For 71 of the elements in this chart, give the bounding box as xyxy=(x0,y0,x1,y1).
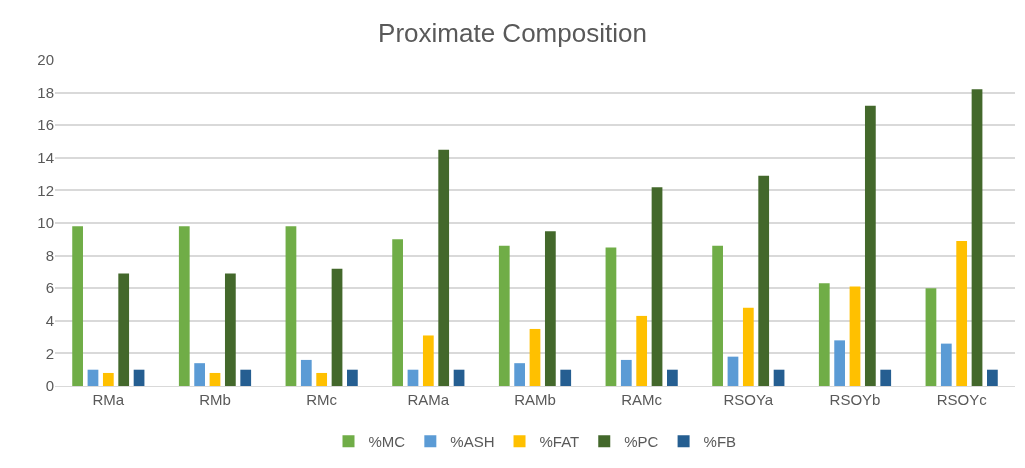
x-tick-label: RAMc xyxy=(621,391,663,408)
bar xyxy=(347,369,358,386)
bar xyxy=(285,226,297,386)
y-tick-label: 14 xyxy=(37,149,54,167)
bar xyxy=(407,369,419,386)
y-tick-label: 16 xyxy=(37,116,54,134)
bar xyxy=(925,288,937,386)
bar xyxy=(940,343,952,386)
bar xyxy=(727,356,739,386)
x-tick-label: RSOYc xyxy=(936,391,988,408)
bar xyxy=(712,245,723,386)
bar xyxy=(422,335,434,386)
bar xyxy=(514,363,526,386)
bar xyxy=(209,372,221,386)
bar xyxy=(194,363,206,386)
bar xyxy=(224,273,236,386)
bar xyxy=(834,340,846,386)
bar xyxy=(864,105,876,386)
x-tick-label: RMb xyxy=(199,391,231,408)
bar xyxy=(987,369,998,386)
x-tick-label: RMc xyxy=(306,391,338,408)
bar xyxy=(529,328,541,386)
legend-label: %PC xyxy=(624,433,659,451)
legend-label: %FB xyxy=(703,433,737,451)
bar xyxy=(758,175,770,386)
bar xyxy=(544,231,556,386)
legend-label: %ASH xyxy=(450,433,495,451)
bar xyxy=(773,369,785,386)
bar xyxy=(620,359,632,386)
bar xyxy=(849,286,861,386)
bar xyxy=(742,307,754,386)
bar xyxy=(453,369,465,386)
bar xyxy=(72,226,83,386)
bar xyxy=(392,239,403,386)
bar xyxy=(178,226,190,386)
bar xyxy=(240,369,252,386)
x-tick-label: RSOYb xyxy=(829,391,881,408)
bar xyxy=(560,369,572,386)
y-tick-label: 0 xyxy=(45,377,54,395)
y-tick-label: 4 xyxy=(45,312,54,330)
y-tick-label: 10 xyxy=(37,214,54,232)
legend-label: %MC xyxy=(368,433,406,451)
y-tick-label: 2 xyxy=(45,344,54,362)
bar xyxy=(316,372,328,386)
y-tick-label: 18 xyxy=(37,83,54,101)
x-tick-label: RMa xyxy=(92,391,125,408)
bar xyxy=(880,369,892,386)
bar xyxy=(133,369,145,386)
bar xyxy=(300,359,312,386)
bar xyxy=(87,369,99,386)
bar xyxy=(956,240,968,386)
x-tick-label: RAMb xyxy=(514,391,556,408)
bar xyxy=(498,245,510,386)
y-tick-label: 12 xyxy=(37,181,54,199)
bar xyxy=(438,149,450,386)
bar xyxy=(118,273,130,386)
x-tick-label: RSOYa xyxy=(723,391,774,408)
bar xyxy=(667,369,678,386)
bar xyxy=(331,268,343,386)
y-tick-label: 6 xyxy=(45,279,54,297)
bar xyxy=(818,283,830,386)
bar xyxy=(651,187,663,386)
chart-title: Proximate Composition xyxy=(378,17,647,48)
bar xyxy=(636,315,648,386)
bar xyxy=(605,247,617,386)
bar xyxy=(102,372,114,386)
legend-label: %FAT xyxy=(539,433,580,451)
y-tick-label: 20 xyxy=(37,51,54,69)
bar xyxy=(971,89,983,386)
y-tick-label: 8 xyxy=(45,246,54,264)
x-tick-label: RAMa xyxy=(407,391,450,408)
